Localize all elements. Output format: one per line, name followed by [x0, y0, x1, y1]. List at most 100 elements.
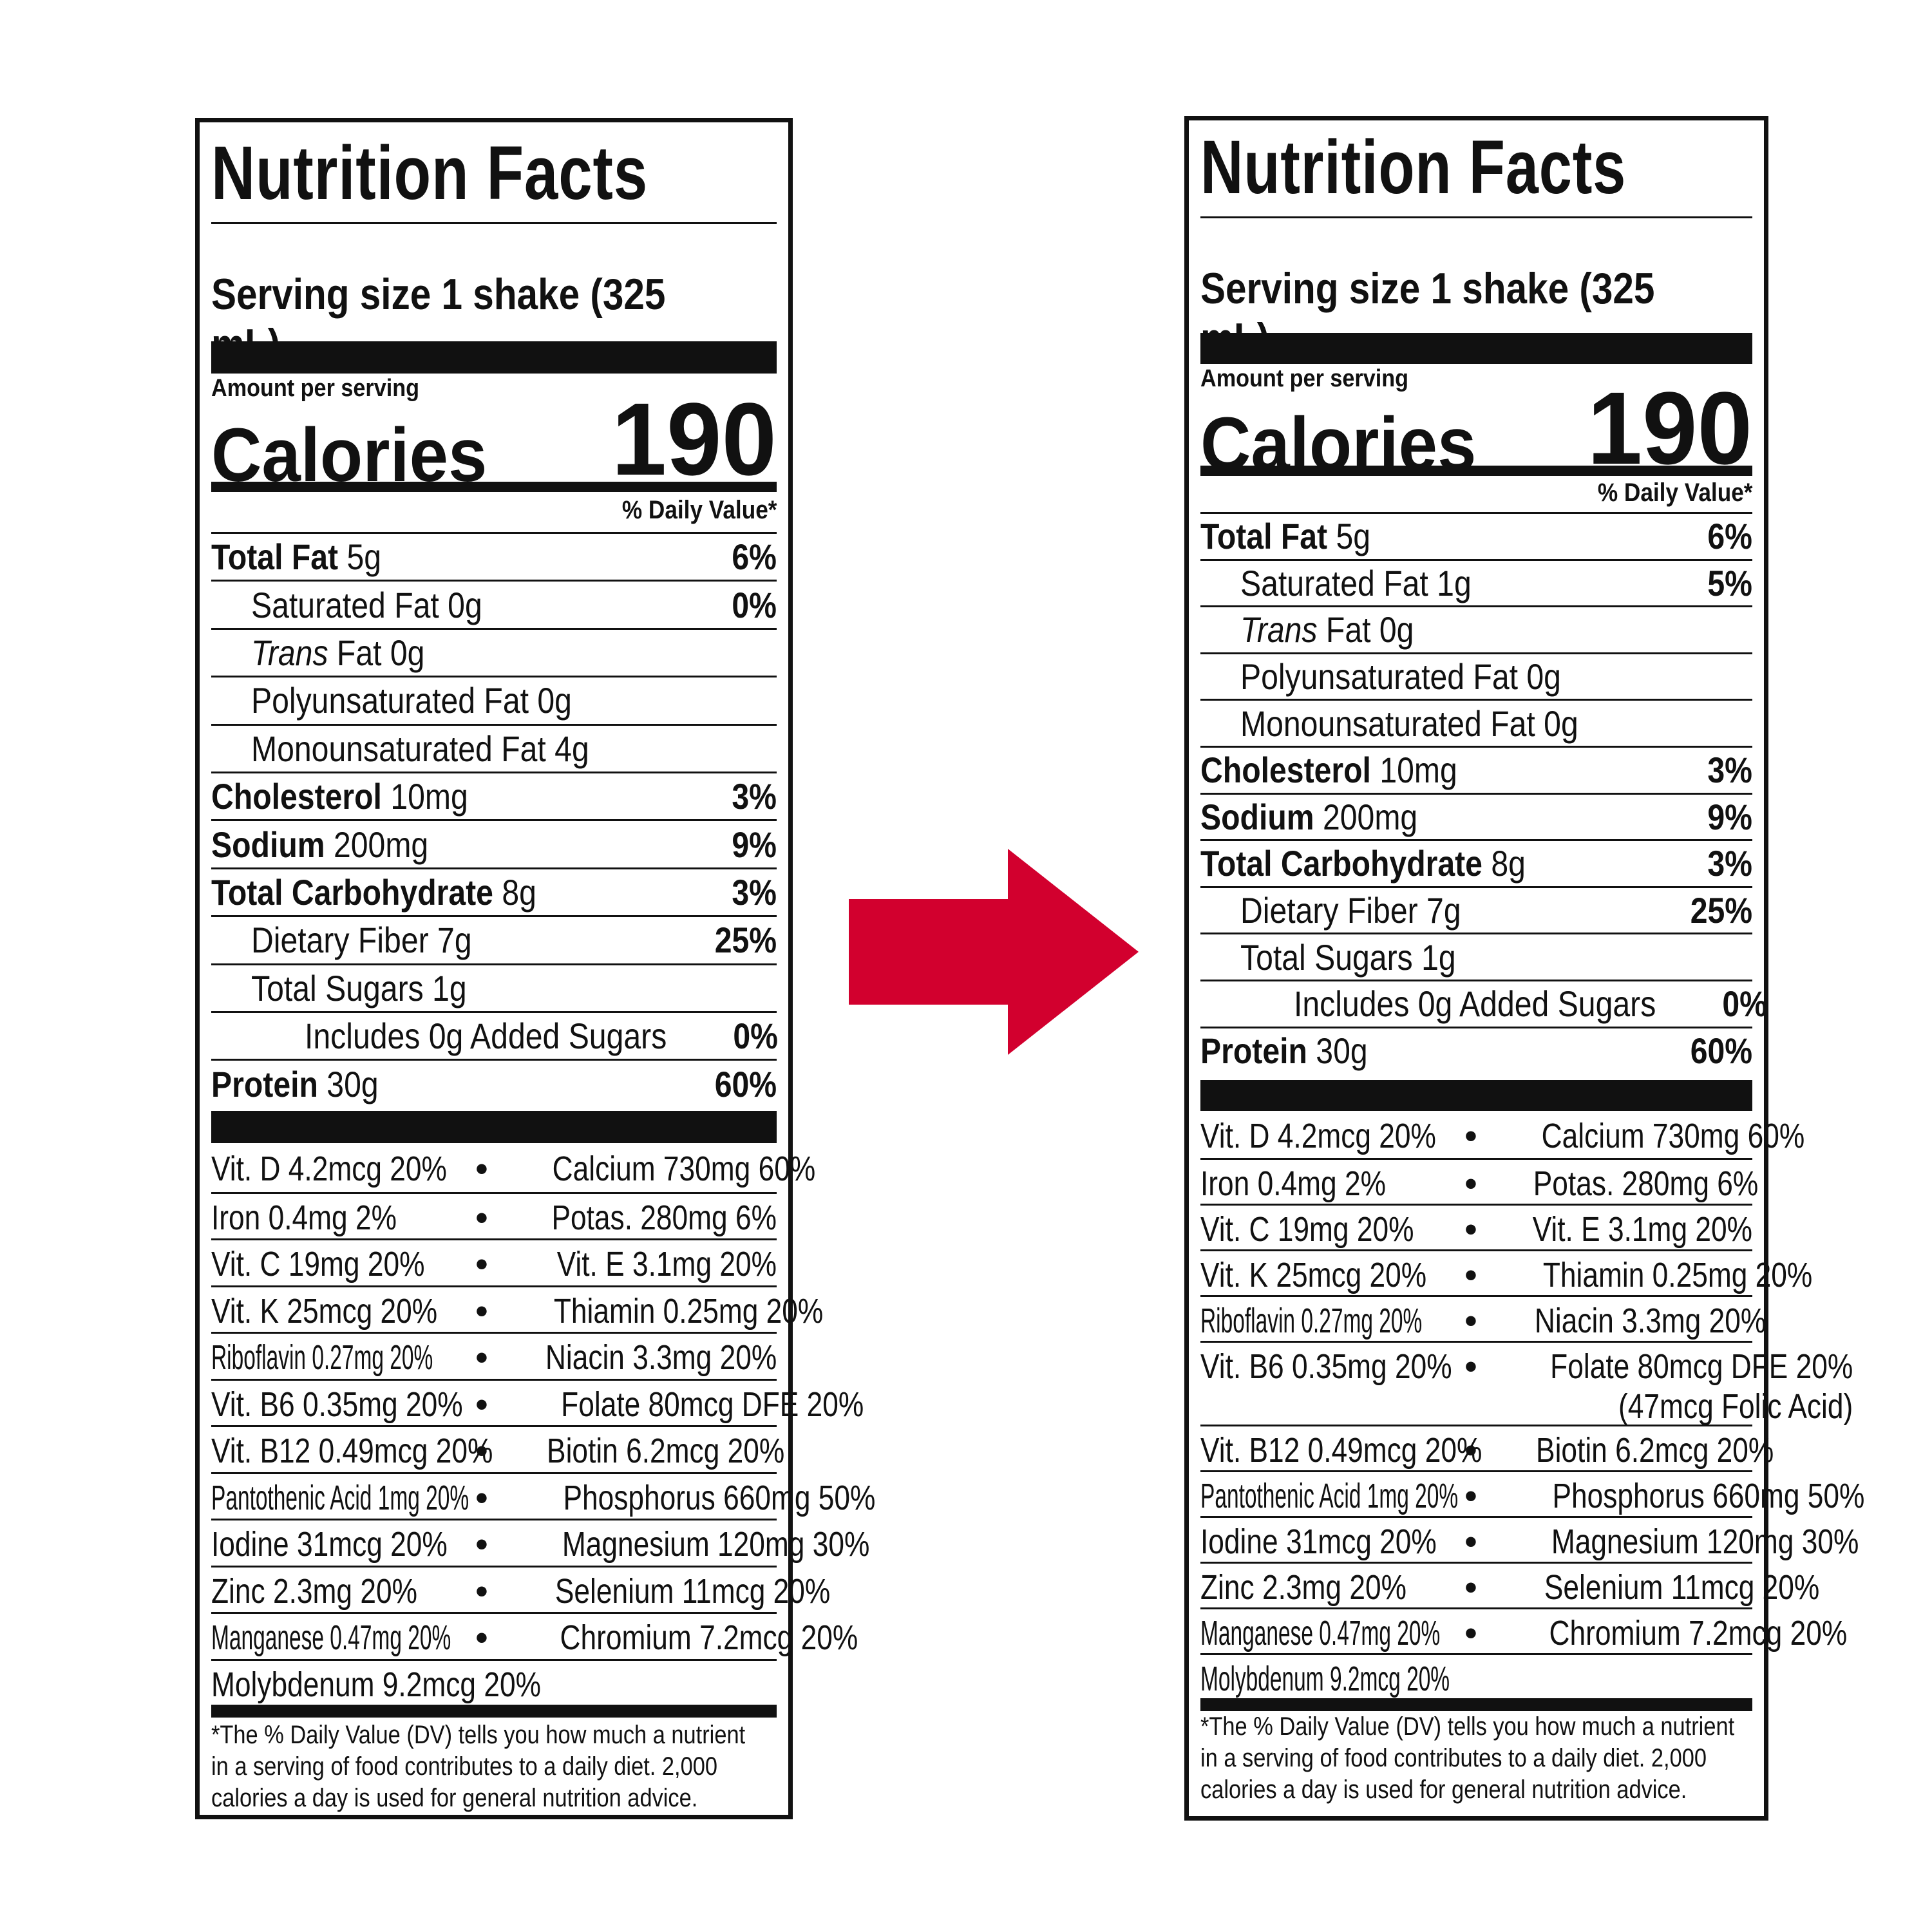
vitamin-right: Phosphorus 660mg 50%: [563, 1478, 875, 1518]
nutrient-name: Protein 30g: [1200, 1030, 1368, 1072]
nutrient-row: Protein 30g 60%: [1200, 1026, 1752, 1074]
daily-value-header: % Daily Value*: [621, 496, 777, 524]
vitamin-row: Riboflavin 0.27mg 20% • Niacin 3.3mg 20%: [211, 1332, 777, 1379]
vitamin-right: Vit. E 3.1mg 20%: [545, 1244, 777, 1284]
nutrient-label: Sodium: [1200, 796, 1314, 837]
nutrient-daily-value: 3%: [732, 871, 777, 913]
vitamin-right-text: Vit. E 3.1mg 20%: [556, 1245, 777, 1283]
vitamin-left: Vit. B6 0.35mg 20%: [211, 1385, 463, 1424]
nutrient-name: Total Fat 5g: [1200, 515, 1370, 557]
vitamin-left: Molybdenum 9.2mcg 20%: [1200, 1660, 1450, 1698]
vitamin-row: Manganese 0.47mg 20% • Chromium 7.2mcg 20%: [211, 1612, 858, 1659]
nutrient-row: Cholesterol 10mg 3%: [1200, 746, 1752, 793]
bullet-icon: •: [475, 1618, 488, 1657]
nutrient-row: Trans Fat 0g: [1200, 605, 1752, 652]
nutrient-row: Polyunsaturated Fat 0g: [1200, 652, 1752, 699]
nutrient-row: Sodium 200mg 9%: [211, 819, 777, 867]
nutrient-label: Trans: [251, 632, 328, 673]
bullet-icon: •: [1464, 1477, 1477, 1515]
nutrient-daily-value: 25%: [1690, 890, 1752, 931]
vitamin-right: Chromium 7.2mcg 20%: [1549, 1613, 1848, 1653]
vitamin-row: Zinc 2.3mg 20% • Selenium 11mcg 20%: [211, 1565, 830, 1613]
nutrient-name: Cholesterol 10mg: [211, 775, 468, 817]
calories-label: Calories: [211, 413, 488, 498]
vitamin-row: Vit. D 4.2mcg 20% • Calcium 730mg 60%: [1200, 1112, 1804, 1158]
nutrient-row: Trans Fat 0g: [211, 627, 777, 676]
vitamin-row: Pantothenic Acid 1mg 20% • Phosphorus 660m…: [1200, 1470, 1864, 1516]
divider: [1200, 216, 1752, 218]
vitamin-right-text: Niacin 3.3mg 20%: [545, 1338, 777, 1377]
bullet-icon: •: [475, 1525, 488, 1564]
vitamin-left: Iron 0.4mg 2%: [211, 1198, 397, 1237]
nutrient-daily-value: 6%: [732, 536, 777, 578]
footnote: *The % Daily Value (DV) tells you how mu…: [211, 1719, 745, 1814]
vitamin-right: Magnesium 120mg 30%: [1551, 1522, 1859, 1562]
right-arrow-icon: [849, 849, 1139, 1055]
vitamin-left: Manganese 0.47mg 20%: [1200, 1614, 1441, 1653]
calories-value: 190: [1587, 370, 1752, 486]
bullet-icon: •: [1464, 1614, 1477, 1653]
nutrient-label: Cholesterol: [1200, 750, 1371, 791]
nutrient-label: Total Fat: [211, 536, 339, 578]
vitamin-right: Vit. E 3.1mg 20%: [1532, 1209, 1752, 1249]
medium-divider: [1200, 466, 1752, 476]
vitamin-row: Vit. C 19mg 20% • Vit. E 3.1mg 20%: [1200, 1204, 1752, 1249]
vitamin-right-text: Biotin 6.2mcg 20%: [1536, 1431, 1774, 1470]
footnote-line: calories a day is used for general nutri…: [1200, 1775, 1687, 1804]
nutrient-row: Total Carbohydrate 8g 3%: [211, 867, 777, 915]
nutrient-label: Total Fat: [1200, 516, 1328, 557]
bullet-icon: •: [475, 1571, 488, 1611]
nutrient-label: Protein: [1200, 1030, 1307, 1071]
vitamin-row: Iron 0.4mg 2% • Potas. 280mg 6%: [211, 1191, 777, 1239]
nutrient-row: Total Carbohydrate 8g 3%: [1200, 839, 1752, 886]
nutrient-daily-value: 3%: [1707, 843, 1752, 884]
vitamin-left: Riboflavin 0.27mg 20%: [1200, 1302, 1423, 1340]
vitamin-right: Magnesium 120mg 30%: [562, 1524, 870, 1564]
nutrient-daily-value: 9%: [732, 824, 777, 865]
divider: [211, 222, 777, 224]
nutrient-daily-value: 3%: [1707, 750, 1752, 791]
vitamin-left: Zinc 2.3mg 20%: [1200, 1568, 1406, 1607]
nutrient-label: Trans: [1240, 609, 1318, 650]
nutrient-name: Monounsaturated Fat 4g: [251, 728, 589, 770]
vitamin-right: Calcium 730mg 60%: [1542, 1116, 1805, 1156]
vitamin-right-text: Magnesium 120mg 30%: [562, 1525, 870, 1564]
nutrient-label: Protein: [211, 1063, 318, 1104]
nutrient-name: Trans Fat 0g: [251, 632, 424, 674]
vitamin-right-text: Selenium 11mcg 20%: [1544, 1568, 1820, 1607]
nutrient-row: Total Sugars 1g: [1200, 933, 1752, 980]
bullet-icon: •: [1464, 1347, 1477, 1386]
nutrient-label: Polyunsaturated Fat 0g: [1240, 656, 1561, 697]
vitamin-right-text: Calcium 730mg 60%: [552, 1150, 816, 1188]
vitamin-row: Vit. B6 0.35mg 20% • Folate 80mcg DFE 20%: [211, 1378, 864, 1426]
vitamin-left: Vit. B12 0.49mcg 20%: [1200, 1431, 1482, 1470]
nutrient-name: Monounsaturated Fat 0g: [1240, 703, 1578, 744]
footnote-line: in a serving of food contributes to a da…: [1200, 1743, 1707, 1772]
vitamin-left: Vit. K 25mcg 20%: [211, 1291, 438, 1331]
nutrient-name: Includes 0g Added Sugars: [305, 1015, 667, 1057]
nutrient-daily-value: 6%: [1707, 516, 1752, 557]
nutrient-label: Polyunsaturated Fat 0g: [251, 680, 572, 721]
vitamin-left: Iodine 31mcg 20%: [211, 1525, 448, 1564]
label-body: Nutrition Facts Serving size 1 shake (325…: [211, 122, 875, 1815]
thick-divider: [211, 341, 777, 374]
vitamin-right-text: Potas. 280mg 6%: [551, 1198, 777, 1237]
vitamin-left: Vit. K 25mcg 20%: [1200, 1256, 1427, 1294]
vitamin-left: Vit. B6 0.35mg 20%: [1200, 1347, 1452, 1386]
nutrient-row: Sodium 200mg 9%: [1200, 792, 1752, 840]
bullet-icon: •: [1464, 1164, 1477, 1203]
vitamin-row: Iodine 31mcg 20% • Magnesium 120mg 30%: [211, 1519, 869, 1566]
nutrient-label: Saturated Fat 1g: [1240, 562, 1472, 603]
nutrient-amount: 10mg: [390, 776, 468, 817]
vitamin-right: Thiamin 0.25mg 20%: [554, 1291, 823, 1331]
nutrient-daily-value: 3%: [732, 776, 777, 817]
thick-divider: [1200, 1080, 1752, 1111]
nutrient-name: Includes 0g Added Sugars: [1294, 983, 1656, 1025]
vitamin-row: Molybdenum 9.2mcg 20%: [1200, 1653, 1752, 1699]
nutrient-daily-value: 0%: [1722, 983, 1767, 1025]
nutrient-amount: 8g: [502, 871, 536, 913]
nutrient-label: Total Carbohydrate: [211, 871, 493, 913]
vitamin-right-text: Selenium 11mcg 20%: [554, 1571, 831, 1611]
vitamin-right: Potas. 280mg 6%: [545, 1198, 777, 1238]
nutrient-label: Includes 0g Added Sugars: [1294, 983, 1656, 1025]
